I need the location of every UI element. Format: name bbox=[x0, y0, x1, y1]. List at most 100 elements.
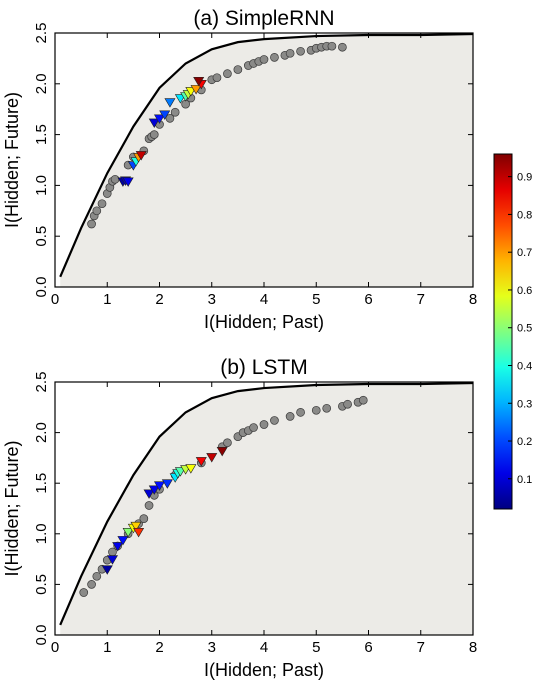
x-tick-label: 1 bbox=[103, 291, 111, 308]
gray-point bbox=[170, 107, 180, 117]
gray-point bbox=[327, 41, 337, 51]
chart-panel-a: 0 1 2 3 4 5 6 7 8 0.0 0.5 1.0 1.5 2.0 2.5 (a) SimpleRNN… bbox=[2, 7, 477, 332]
colored-point bbox=[130, 521, 142, 532]
y-tick-label: 1.0 bbox=[33, 175, 50, 196]
y-tick-label: 0.5 bbox=[33, 574, 50, 595]
colored-point bbox=[216, 447, 228, 457]
colorbar-tick-label: 0.4 bbox=[517, 360, 532, 372]
gray-point bbox=[358, 395, 368, 405]
colorbar-tick-label: 0.9 bbox=[517, 172, 532, 184]
gray-point bbox=[87, 580, 96, 589]
gray-point bbox=[223, 69, 232, 78]
colored-point bbox=[106, 555, 118, 565]
y-tick-label: 1.0 bbox=[33, 523, 50, 544]
x-axis-label: I(Hidden; Past) bbox=[204, 312, 324, 332]
chart-title: (a) SimpleRNN bbox=[193, 7, 334, 30]
gray-point bbox=[97, 199, 107, 209]
x-axis-label: I(Hidden; Past) bbox=[204, 660, 324, 680]
colorbar-tick-label: 0.3 bbox=[517, 398, 532, 410]
colored-point bbox=[112, 542, 124, 552]
chart-title: (b) LSTM bbox=[220, 356, 308, 379]
colored-point bbox=[148, 485, 160, 495]
y-tick-label: 0.5 bbox=[33, 226, 50, 247]
gray-point bbox=[139, 514, 149, 523]
colored-point bbox=[185, 464, 197, 474]
x-tick-label: 0 bbox=[51, 639, 59, 656]
x-tick-label: 2 bbox=[155, 291, 163, 308]
gray-point bbox=[87, 219, 96, 229]
y-tick-label: 2.0 bbox=[33, 73, 50, 94]
y-tick-label: 0.0 bbox=[33, 625, 50, 646]
colored-point bbox=[148, 118, 160, 128]
colored-point bbox=[164, 98, 176, 108]
x-tick-label: 3 bbox=[208, 291, 216, 308]
gray-point bbox=[296, 408, 305, 417]
x-tick-label: 0 bbox=[51, 291, 59, 308]
colored-point bbox=[122, 177, 134, 187]
colorbar-tick-label: 0.8 bbox=[517, 209, 532, 221]
gray-point bbox=[296, 46, 305, 56]
gray-point bbox=[144, 501, 154, 510]
colorbar-tick-label: 0.2 bbox=[517, 436, 532, 448]
x-tick-label: 6 bbox=[364, 639, 372, 656]
colored-point bbox=[195, 457, 207, 467]
gray-point bbox=[249, 423, 258, 432]
chart-panel-b: 0 1 2 3 4 5 6 7 8 0.0 0.5 1.0 1.5 2.0 2.5 (b) LSTM I(Hid… bbox=[2, 356, 477, 680]
colorbar-tick-label: 0.1 bbox=[517, 474, 532, 486]
x-tick-label: 5 bbox=[312, 639, 320, 656]
feasible-region bbox=[60, 383, 473, 635]
gray-point bbox=[338, 42, 347, 52]
y-tick-label: 2.0 bbox=[33, 422, 50, 443]
gray-point bbox=[233, 65, 243, 74]
gray-point bbox=[92, 206, 102, 216]
gray-point bbox=[223, 438, 232, 448]
x-tick-label: 4 bbox=[260, 639, 268, 656]
x-tick-label: 8 bbox=[469, 291, 477, 308]
gray-point bbox=[212, 73, 222, 83]
colored-point bbox=[143, 489, 155, 499]
x-tick-label: 6 bbox=[364, 291, 372, 308]
gray-point bbox=[311, 405, 321, 415]
x-tick-label: 3 bbox=[208, 639, 216, 656]
gray-point bbox=[110, 174, 120, 184]
y-tick-label: 1.5 bbox=[33, 473, 50, 494]
colored-point bbox=[122, 527, 134, 538]
colorbar-tick-label: 0.7 bbox=[517, 247, 532, 259]
colored-point bbox=[135, 151, 147, 161]
x-tick-label: 7 bbox=[417, 639, 425, 656]
colored-point bbox=[101, 565, 113, 575]
y-axis-label: I(Hidden; Future) bbox=[2, 440, 22, 576]
x-tick-label: 5 bbox=[312, 291, 320, 308]
x-tick-label: 7 bbox=[417, 291, 425, 308]
colored-point bbox=[193, 76, 205, 87]
y-axis-label: I(Hidden; Future) bbox=[2, 92, 22, 228]
gray-point bbox=[322, 403, 332, 413]
colored-point bbox=[161, 479, 173, 489]
colored-point bbox=[117, 536, 129, 546]
y-tick-label: 1.5 bbox=[33, 124, 50, 145]
gray-point bbox=[165, 113, 175, 123]
gray-point bbox=[270, 53, 279, 62]
y-tick-label: 0.0 bbox=[33, 277, 50, 298]
x-tick-label: 8 bbox=[469, 639, 477, 656]
gray-point bbox=[270, 416, 279, 425]
gray-point bbox=[92, 571, 102, 581]
gray-point bbox=[259, 420, 269, 429]
x-tick-label: 4 bbox=[260, 291, 268, 308]
colorbar-tick-label: 0.5 bbox=[517, 323, 532, 335]
gray-point bbox=[79, 588, 89, 597]
colored-point bbox=[190, 85, 202, 95]
y-tick-label: 2.5 bbox=[33, 23, 50, 44]
colored-point bbox=[153, 114, 166, 124]
gray-point bbox=[285, 412, 295, 421]
feasible-region bbox=[60, 34, 473, 288]
colored-point bbox=[159, 110, 171, 120]
colorbar-bar bbox=[493, 153, 513, 510]
y-tick-label: 2.5 bbox=[33, 372, 50, 393]
x-tick-label: 2 bbox=[155, 639, 163, 656]
x-tick-label: 1 bbox=[103, 639, 111, 656]
colored-point bbox=[133, 527, 145, 538]
colored-point bbox=[206, 453, 218, 463]
gray-point bbox=[149, 130, 159, 139]
